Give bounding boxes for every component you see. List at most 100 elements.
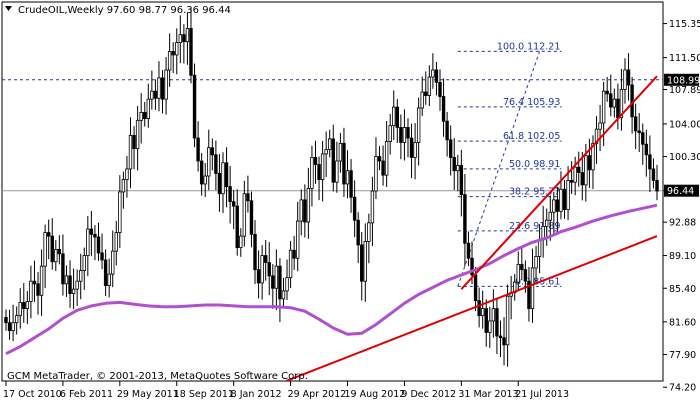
candle[interactable] (392, 90, 396, 140)
candle[interactable] (545, 208, 549, 246)
candle[interactable] (71, 268, 76, 310)
candle[interactable] (285, 259, 289, 301)
candle[interactable] (516, 251, 520, 292)
candle[interactable] (231, 189, 236, 230)
dropdown-triangle-icon[interactable] (5, 6, 12, 11)
candle[interactable] (121, 171, 126, 209)
candle[interactable] (552, 191, 556, 235)
candle[interactable] (303, 184, 307, 238)
candle[interactable] (203, 163, 207, 197)
candle[interactable] (164, 56, 168, 115)
candle[interactable] (342, 127, 346, 197)
candle[interactable] (587, 138, 592, 188)
candle[interactable] (338, 132, 343, 173)
candle[interactable] (548, 195, 552, 241)
candle[interactable] (534, 245, 538, 284)
candle[interactable] (114, 220, 118, 266)
candle[interactable] (82, 247, 86, 290)
candle[interactable] (150, 70, 154, 110)
candle[interactable] (32, 260, 37, 302)
candle[interactable] (178, 15, 183, 64)
candle[interactable] (296, 201, 300, 272)
candle[interactable] (171, 42, 175, 74)
candle[interactable] (274, 249, 279, 311)
candle[interactable] (427, 65, 432, 107)
candle[interactable] (132, 126, 136, 170)
candle[interactable] (43, 224, 47, 289)
candle[interactable] (118, 175, 122, 249)
candle[interactable] (498, 320, 503, 358)
candle[interactable] (306, 167, 311, 239)
candle[interactable] (441, 78, 446, 137)
candle[interactable] (25, 291, 30, 325)
candle[interactable] (207, 129, 211, 191)
candle[interactable] (189, 7, 193, 84)
candle[interactable] (591, 135, 595, 190)
candle[interactable] (505, 284, 510, 367)
candle[interactable] (79, 253, 83, 300)
candle[interactable] (320, 140, 325, 202)
candle[interactable] (57, 235, 62, 265)
candle[interactable] (100, 233, 104, 270)
candle[interactable] (520, 246, 524, 281)
candle[interactable] (299, 189, 303, 236)
candle[interactable] (463, 174, 467, 267)
candle[interactable] (143, 101, 147, 127)
candle[interactable] (263, 240, 268, 281)
candle[interactable] (434, 62, 439, 96)
candle[interactable] (103, 249, 108, 297)
candle[interactable] (199, 153, 204, 196)
candle[interactable] (331, 124, 335, 192)
candle[interactable] (235, 189, 239, 256)
candle[interactable] (335, 141, 339, 193)
candle[interactable] (61, 234, 65, 296)
candle[interactable] (217, 154, 222, 212)
candle[interactable] (633, 103, 638, 150)
candle[interactable] (54, 240, 58, 271)
candle[interactable] (281, 277, 286, 307)
candle[interactable] (502, 317, 506, 366)
candle[interactable] (160, 69, 165, 114)
candle[interactable] (388, 113, 392, 155)
candle[interactable] (420, 76, 424, 116)
candle[interactable] (406, 118, 410, 158)
candle[interactable] (288, 241, 293, 289)
candle[interactable] (384, 120, 389, 187)
candle[interactable] (477, 287, 481, 328)
candle[interactable] (39, 249, 44, 316)
candle[interactable] (50, 218, 54, 270)
candle[interactable] (637, 112, 641, 153)
candle[interactable] (569, 161, 574, 194)
candle[interactable] (566, 166, 570, 221)
trendline-0[interactable] (266, 235, 658, 389)
candle[interactable] (64, 265, 69, 297)
candle[interactable] (445, 112, 449, 157)
candle[interactable] (267, 242, 271, 296)
trendline-1[interactable] (460, 75, 658, 290)
candle[interactable] (214, 140, 218, 191)
candle[interactable] (111, 230, 115, 288)
candle[interactable] (626, 53, 631, 101)
candle[interactable] (619, 68, 624, 131)
candle[interactable] (466, 231, 471, 267)
candle[interactable] (146, 83, 150, 128)
candle[interactable] (356, 212, 360, 264)
candle[interactable] (363, 223, 367, 302)
plot-area[interactable] (1, 1, 664, 382)
candle[interactable] (75, 269, 79, 306)
candle[interactable] (4, 309, 8, 331)
candle[interactable] (424, 71, 428, 105)
candle[interactable] (360, 231, 364, 301)
candle[interactable] (370, 176, 375, 246)
candle[interactable] (242, 180, 247, 247)
candle[interactable] (416, 97, 421, 166)
candle[interactable] (438, 69, 442, 111)
candle[interactable] (324, 131, 328, 178)
candle[interactable] (167, 33, 172, 87)
candle[interactable] (175, 28, 179, 75)
candle[interactable] (107, 258, 111, 298)
candle[interactable] (402, 109, 407, 161)
candle[interactable] (648, 135, 652, 193)
candle[interactable] (68, 260, 72, 308)
